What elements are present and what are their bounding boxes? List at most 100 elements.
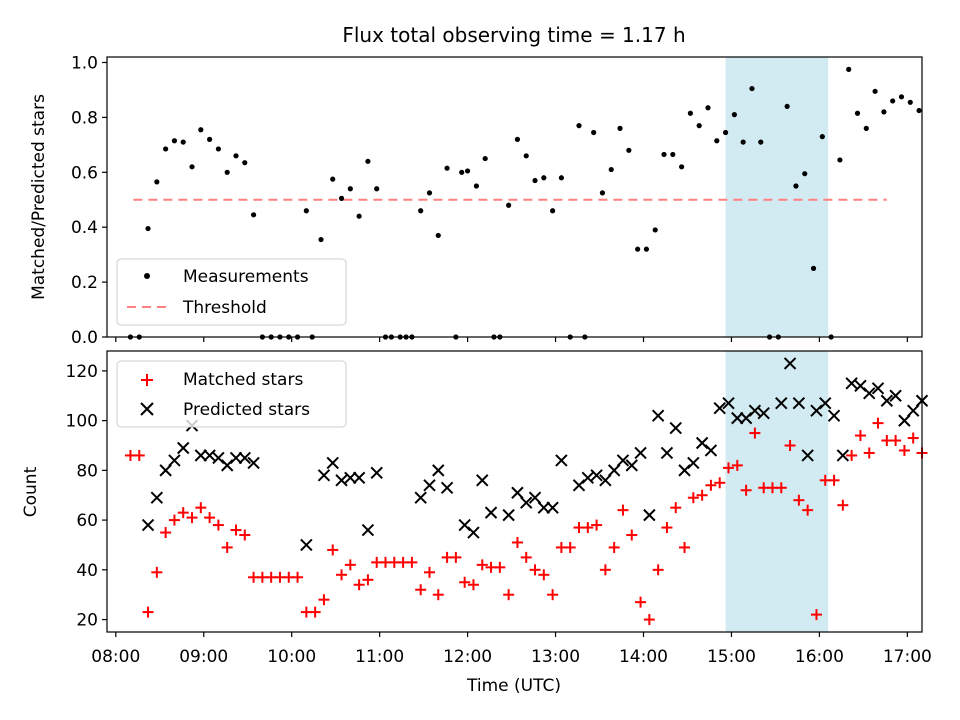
predicted-point (722, 397, 735, 410)
predicted-point (326, 456, 339, 470)
measurement-point (330, 176, 336, 182)
matched-point (494, 561, 506, 573)
measurement-point (819, 134, 825, 140)
predicted-point (871, 382, 885, 395)
matched-point (353, 579, 365, 591)
measurement-point (426, 190, 433, 196)
measurement-point (171, 138, 178, 144)
legend-measurements-text: Measurements (183, 267, 309, 287)
bottom-frame (106, 350, 923, 633)
matched-point (907, 432, 919, 444)
measurement-point (687, 110, 693, 116)
measurement-point (916, 107, 922, 114)
matched-point (142, 606, 154, 618)
matched-point (547, 589, 559, 601)
matched-point (538, 569, 550, 581)
predicted-point (467, 526, 480, 539)
matched-point (846, 449, 858, 461)
measurement-point (863, 125, 869, 131)
top-ytick-label: 0.8 (71, 108, 98, 128)
matched-point (450, 551, 462, 563)
measurement-point (731, 112, 737, 118)
predicted-point-b (731, 411, 744, 425)
predicted-point-b (581, 471, 594, 485)
predicted-point-b (352, 471, 366, 485)
predicted-point (317, 469, 331, 482)
predicted-point-b (845, 377, 858, 390)
predicted-point (792, 397, 806, 410)
predicted-point-b (546, 501, 559, 514)
matched-point (230, 524, 242, 536)
measurement-point (626, 147, 632, 153)
measurement-point (793, 183, 799, 189)
predicted-point (651, 409, 665, 422)
matched-point (212, 519, 224, 531)
measurement-point (558, 175, 565, 181)
measurement-point (435, 232, 441, 239)
matched-point (705, 479, 717, 491)
matched-point (617, 504, 629, 516)
matched-point (898, 444, 910, 456)
predicted-point (713, 401, 726, 415)
matched-point (740, 484, 752, 496)
predicted-point (819, 397, 832, 410)
predicted-point-b (704, 444, 718, 457)
matched-point (204, 512, 216, 524)
predicted-point-b (300, 538, 313, 552)
predicted-point (669, 421, 682, 435)
predicted-point (423, 479, 436, 492)
top-ytick-label: 0.4 (71, 218, 98, 238)
predicted-point (590, 469, 603, 482)
matched-point (511, 536, 523, 548)
predicted-point (238, 451, 251, 465)
measurement-point (890, 98, 896, 104)
predicted-point (660, 446, 674, 460)
measurement-point (679, 164, 685, 170)
matched-point (890, 435, 902, 447)
predicted-point (634, 446, 647, 460)
predicted-point (775, 397, 788, 410)
predicted-point (203, 449, 216, 462)
measurement-point (599, 190, 606, 196)
predicted-point-b (194, 449, 208, 462)
matched-point (828, 474, 840, 486)
matched-point (467, 579, 479, 591)
measurement-point (907, 99, 913, 105)
matched-point (336, 569, 348, 581)
predicted-point-b (537, 501, 551, 514)
predicted-point-b (344, 471, 357, 485)
matched-point (749, 427, 761, 439)
matched-point (423, 566, 435, 578)
measurement-point (189, 164, 195, 170)
matched-point (195, 502, 207, 514)
predicted-point (687, 456, 700, 470)
predicted-point-b (643, 508, 656, 522)
predicted-point-b (467, 526, 480, 539)
top-panel: 0.0 0.2 0.4 0.6 0.8 1.0 Matched/Predicted sta… (29, 53, 923, 348)
measurement-point (303, 208, 309, 214)
predicted-point-b (168, 454, 181, 467)
predicted-point-b (695, 436, 709, 450)
matched-point (608, 541, 620, 553)
top-ytick-label: 0.2 (71, 273, 98, 293)
bottom-ytick-label: 60 (76, 511, 98, 531)
predicted-point (229, 451, 243, 465)
predicted-point (168, 454, 181, 467)
measurement-point (881, 109, 887, 115)
predicted-point (607, 464, 621, 477)
predicted-point-b (440, 481, 454, 494)
measurement-point (154, 179, 160, 185)
predicted-point (757, 406, 770, 420)
predicted-point (643, 508, 656, 522)
predicted-point-b (651, 409, 665, 422)
predicted-point-b (177, 441, 190, 455)
predicted-point-b (854, 379, 867, 393)
measurement-point (810, 265, 817, 271)
matched-point (177, 507, 189, 519)
predicted-point-b (432, 464, 445, 477)
measurement-point (749, 85, 755, 92)
predicted-point (141, 518, 155, 532)
predicted-point (783, 357, 797, 370)
matched-point (362, 574, 374, 586)
top-frame (106, 56, 923, 338)
